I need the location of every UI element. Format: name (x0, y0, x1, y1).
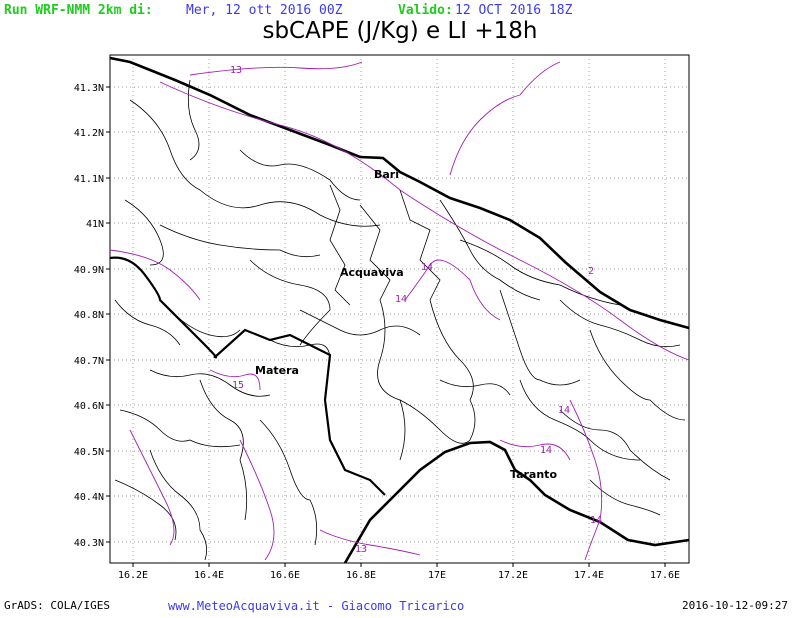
coastline (109, 56, 690, 564)
run-label: Run WRF-NMM 2km di: (4, 3, 153, 18)
lat-tick-label: 40.3N (74, 538, 104, 549)
axis-ticks (106, 86, 666, 567)
footer-center: www.MeteoAcquaviva.it - Giacomo Tricaric… (168, 599, 465, 613)
lat-tick-label: 40.6N (74, 401, 104, 412)
lon-tick-label: 17.6E (650, 570, 680, 581)
valid-date: 12 OCT 2016 18Z (455, 3, 572, 18)
lat-labels: 41.3N 41.2N 41.1N 41N 40.9N 40.8N 40.7N … (74, 83, 104, 549)
contour-label: 14 (421, 262, 433, 273)
lat-tick-label: 40.4N (74, 492, 104, 503)
map-frame (109, 54, 690, 564)
lat-tick-label: 41.2N (74, 128, 104, 139)
grid-lines (110, 55, 689, 563)
lat-tick-label: 40.8N (74, 310, 104, 321)
contour-label: 14 (395, 294, 407, 305)
contour-label: 15 (232, 380, 244, 391)
lat-tick-label: 41.3N (74, 83, 104, 94)
lon-labels: 16.2E 16.4E 16.6E 16.8E 17E 17.2E 17.4E … (118, 570, 680, 581)
run-label-text: Run WRF-NMM 2km di: (4, 3, 153, 18)
valid-label-text: Valido: (398, 3, 453, 18)
lat-tick-label: 41.1N (74, 174, 104, 185)
contour-label: 13 (355, 544, 367, 555)
contour-label: 14 (540, 445, 552, 456)
contour-label: 14 (590, 515, 602, 526)
lat-tick-label: 40.5N (74, 447, 104, 458)
municipal-boundaries (114, 79, 686, 561)
contour-lines (109, 61, 690, 561)
lat-tick-label: 40.9N (74, 265, 104, 276)
contour-label: 13 (230, 65, 242, 76)
lat-tick-label: 41N (86, 219, 104, 230)
city-label-acquaviva: Acquaviva (340, 266, 404, 279)
lat-tick-label: 40.7N (74, 356, 104, 367)
footer-left: GrADS: COLA/IGES (4, 599, 110, 612)
contour-label-group: 13 14 14 15 14 14 14 13 2 (230, 65, 602, 555)
lon-tick-label: 17.2E (498, 570, 528, 581)
city-label-bari: Bari (374, 168, 399, 181)
contour-label: 2 (588, 266, 594, 277)
city-label-matera: Matera (255, 364, 299, 377)
region-boundaries (109, 256, 386, 496)
valid-label: Valido: (398, 3, 453, 18)
lon-tick-label: 16.6E (270, 570, 300, 581)
valid-date-text: 12 OCT 2016 18Z (455, 3, 573, 18)
map-title: sbCAPE (J/Kg) e LI +18h (262, 18, 538, 44)
footer-right: 2016-10-12-09:27 (682, 599, 788, 612)
city-label-taranto: Taranto (510, 468, 557, 481)
run-date-text: Mer, 12 ott 2016 00Z (186, 3, 343, 18)
contour-label: 14 (558, 405, 570, 416)
lon-tick-label: 16.4E (194, 570, 224, 581)
run-date: Mer, 12 ott 2016 00Z (186, 3, 343, 18)
lon-tick-label: 16.2E (118, 570, 148, 581)
lon-tick-label: 17E (428, 570, 446, 581)
lon-tick-label: 16.8E (346, 570, 376, 581)
city-labels: Bari Acquaviva Matera Taranto (255, 168, 557, 481)
lon-tick-label: 17.4E (574, 570, 604, 581)
